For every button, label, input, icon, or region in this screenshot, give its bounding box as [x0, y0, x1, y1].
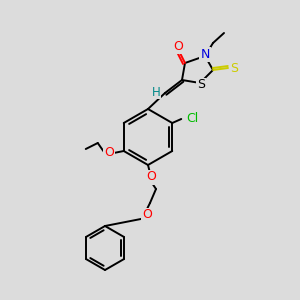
Text: O: O [142, 208, 152, 221]
Text: Cl: Cl [186, 112, 198, 125]
Text: S: S [230, 61, 238, 74]
Text: O: O [146, 170, 156, 184]
Text: O: O [173, 40, 183, 52]
Text: S: S [197, 79, 205, 92]
Text: H: H [152, 85, 160, 98]
Text: O: O [104, 146, 114, 160]
Text: N: N [200, 47, 210, 61]
